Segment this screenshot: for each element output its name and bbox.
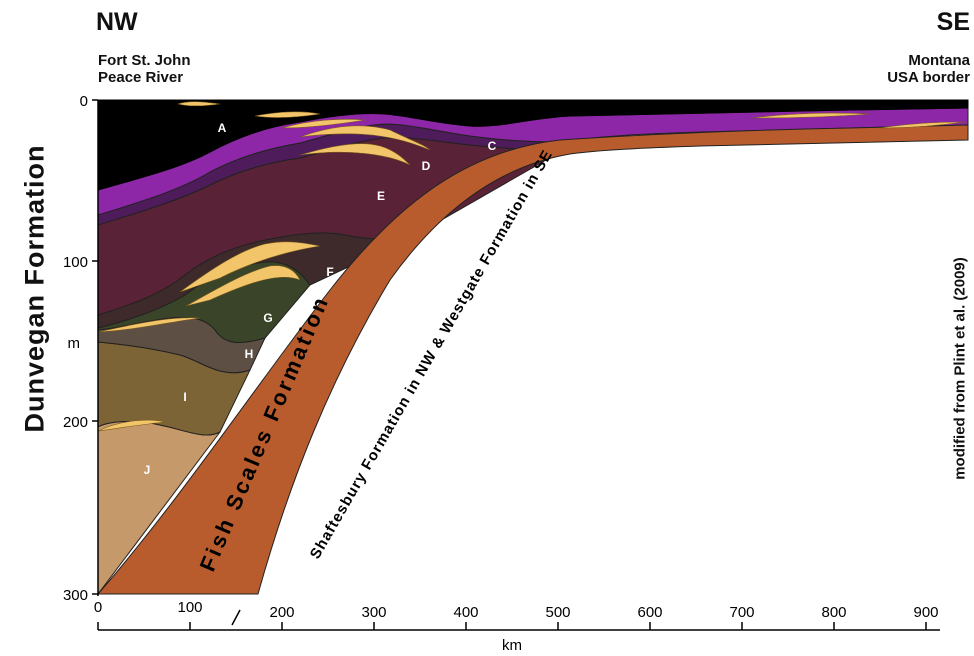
x-unit-label: km: [502, 637, 522, 654]
se-location-line2: USA border: [887, 69, 970, 86]
x-axis: [97, 609, 940, 631]
unit-label-d: D: [422, 159, 431, 173]
fish-scales-formation-band: [96, 124, 969, 595]
x-tick-500: 500: [545, 604, 570, 621]
x-tick-400: 400: [453, 604, 478, 621]
y-tick-300: 300: [63, 587, 88, 604]
y-tick-0: 0: [80, 93, 88, 110]
y-unit-label: m: [68, 335, 81, 352]
se-direction-label: SE: [936, 8, 970, 36]
sand-lens: [176, 101, 221, 107]
x-tick-700: 700: [729, 604, 754, 621]
y-tick-100: 100: [63, 254, 88, 271]
unit-label-h: H: [245, 347, 254, 361]
x-tick-800: 800: [821, 604, 846, 621]
sand-lens: [751, 112, 871, 119]
sand-lens: [299, 125, 431, 151]
sand-lens: [299, 143, 411, 166]
sand-lens: [879, 121, 966, 129]
se-location-label: Montana USA border: [887, 52, 970, 86]
nw-direction-label: NW: [96, 8, 138, 36]
unit-a-layer: [97, 99, 969, 191]
sand-lens: [281, 118, 366, 129]
unit-label-f: F: [326, 265, 333, 279]
nw-location-line2: Peace River: [98, 69, 184, 86]
unit-label-i: I: [183, 390, 186, 404]
sand-lens: [179, 241, 321, 293]
unit-label-g: G: [263, 311, 272, 325]
y-axis: [92, 99, 99, 596]
sand-lens: [185, 265, 301, 307]
se-location-line1: Montana: [908, 52, 970, 69]
y-tick-200: 200: [63, 414, 88, 431]
x-tick-200: 200: [269, 604, 294, 621]
nw-location-line1: Fort St. John: [98, 52, 191, 69]
unit-label-j: J: [144, 463, 151, 477]
unit-label-c: C: [488, 139, 497, 153]
sand-lenses: [97, 101, 966, 432]
x-tick-900: 900: [913, 604, 938, 621]
sand-lens: [254, 111, 321, 118]
sand-lens: [97, 317, 201, 333]
x-tick-300: 300: [361, 604, 386, 621]
x-tick-0: 0: [94, 599, 102, 616]
x-tick-100: 100: [177, 599, 202, 616]
x-tick-600: 600: [637, 604, 662, 621]
nw-location-label: Fort St. John Peace River: [98, 52, 191, 86]
unit-label-a: A: [218, 121, 227, 135]
unit-label-e: E: [377, 189, 385, 203]
sand-lens: [97, 419, 166, 432]
